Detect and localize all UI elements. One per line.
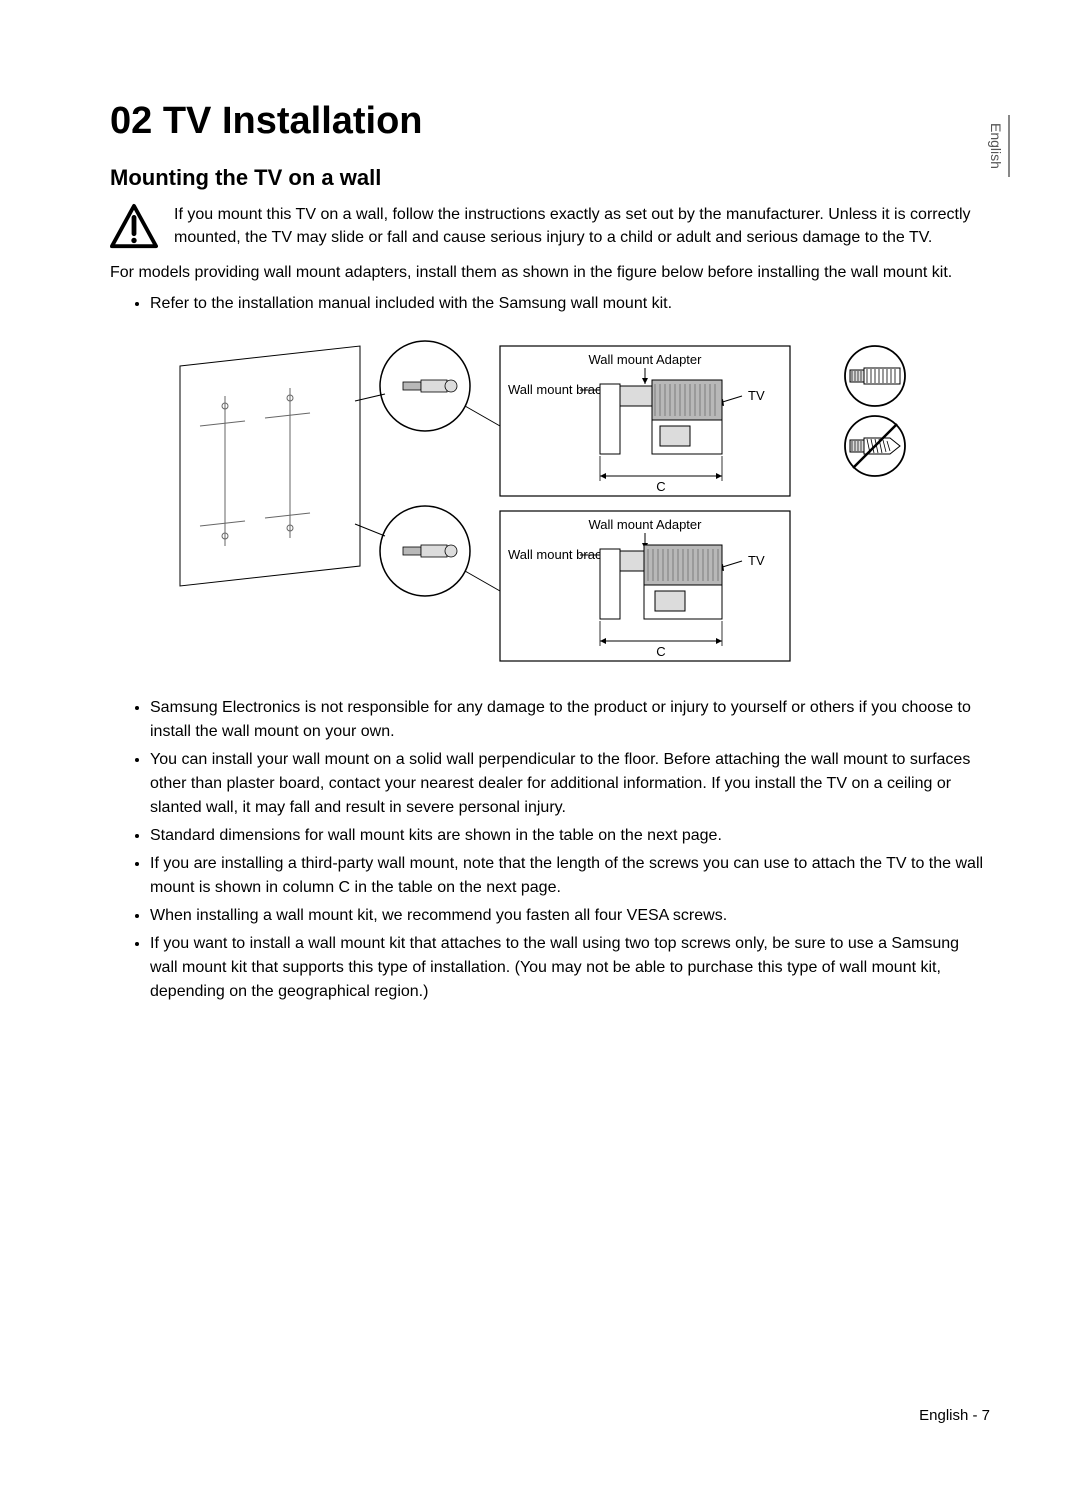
list-item: You can install your wall mount on a sol… [150, 748, 990, 820]
label-c: C [656, 479, 665, 494]
language-tab: English [984, 115, 1010, 177]
list-item: If you are installing a third-party wall… [150, 852, 990, 900]
label-adapter: Wall mount Adapter [589, 352, 703, 367]
warning-block: If you mount this TV on a wall, follow t… [110, 203, 990, 251]
page-footer: English - 7 [919, 1407, 990, 1424]
intro-bullet-list: Refer to the installation manual include… [110, 292, 990, 316]
label-c-2: C [656, 644, 665, 659]
list-item: If you want to install a wall mount kit … [150, 932, 990, 1004]
intro-text: For models providing wall mount adapters… [110, 261, 990, 284]
list-item: Samsung Electronics is not responsible f… [150, 696, 990, 744]
mounting-diagram: Wall mount Adapter Wall mount bracket TV [170, 336, 930, 666]
notes-list: Samsung Electronics is not responsible f… [110, 696, 990, 1004]
warning-text: If you mount this TV on a wall, follow t… [174, 203, 990, 249]
label-tv: TV [748, 388, 765, 403]
list-item: Standard dimensions for wall mount kits … [150, 824, 990, 848]
section-heading: Mounting the TV on a wall [110, 165, 990, 191]
list-item: When installing a wall mount kit, we rec… [150, 904, 990, 928]
label-adapter-2: Wall mount Adapter [589, 517, 703, 532]
warning-icon [110, 203, 158, 251]
label-tv-2: TV [748, 553, 765, 568]
list-item: Refer to the installation manual include… [150, 292, 990, 316]
page-title: 02 TV Installation [110, 100, 990, 143]
